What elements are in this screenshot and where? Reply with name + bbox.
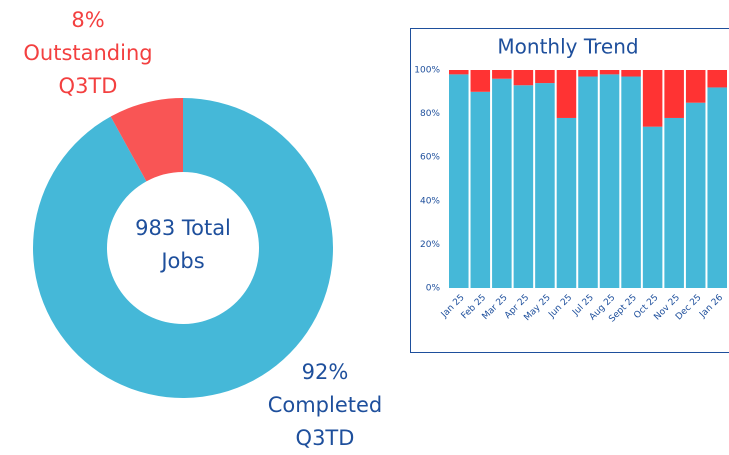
bar-segment (664, 70, 684, 118)
chart-title: Monthly Trend (497, 35, 638, 59)
bar-segment (578, 77, 598, 288)
y-tick-label: 40% (420, 196, 440, 206)
bar-segment (621, 70, 641, 77)
bar-segment (664, 118, 684, 288)
bar-segment (514, 85, 534, 288)
slice-category-label: Outstanding Q3TD (13, 37, 163, 103)
bar-segment (600, 70, 620, 74)
bar-segment (557, 70, 577, 118)
bar-segment (578, 70, 598, 77)
bar-segment (707, 87, 727, 288)
bar-segment (471, 70, 491, 92)
bar-segment (557, 118, 577, 288)
y-tick-label: 20% (420, 240, 440, 250)
y-tick-label: 0% (426, 284, 441, 294)
bar-segment (535, 70, 555, 83)
bar-segment (492, 79, 512, 288)
y-tick-label: 100% (414, 66, 440, 76)
bar-segment (621, 77, 641, 288)
y-tick-label: 80% (420, 109, 440, 119)
slice-category-label: Completed Q3TD (255, 389, 395, 455)
bar-segment (600, 74, 620, 288)
bar-segment (686, 70, 706, 103)
bar-segment (535, 83, 555, 288)
bar-segment (449, 74, 469, 288)
donut-center-label: 983 Total Jobs (123, 212, 243, 278)
y-tick-label: 60% (420, 153, 440, 163)
bar-segment (492, 70, 512, 79)
slice-value-label: 92% (275, 356, 375, 389)
bar-segment (643, 70, 663, 127)
bar-segment (514, 70, 534, 85)
bar-segment (449, 70, 469, 74)
bar-segment (471, 92, 491, 288)
bar-segment (686, 103, 706, 288)
slice-value-label: 8% (13, 4, 163, 37)
bar-segment (643, 127, 663, 288)
bar-segment (707, 70, 727, 87)
